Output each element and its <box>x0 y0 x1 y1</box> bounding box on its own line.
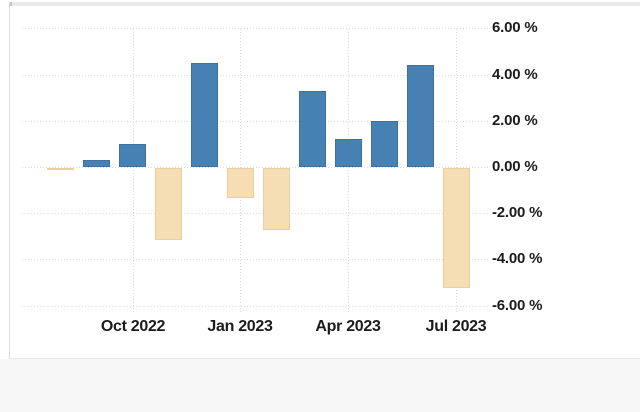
toolbar-remnant-strip <box>10 2 640 6</box>
x-axis-tick-label: Jul 2023 <box>425 318 487 335</box>
h-gridline <box>22 167 490 168</box>
bar-nov-2022[interactable] <box>155 168 182 240</box>
bar-may-2023[interactable] <box>371 121 398 167</box>
h-gridline <box>22 121 490 122</box>
h-gridline <box>22 28 490 29</box>
bar-jan-2023[interactable] <box>227 168 254 198</box>
v-gridline <box>348 29 349 313</box>
y-axis-tick-label: 0.00 % <box>492 158 538 175</box>
bar-apr-2023[interactable] <box>335 139 362 167</box>
y-axis-tick-label: 2.00 % <box>492 112 538 129</box>
x-axis-tick-label: Jan 2023 <box>207 318 273 335</box>
chart-panel <box>9 2 640 359</box>
y-axis-tick-label: 4.00 % <box>492 66 538 83</box>
v-gridline <box>133 29 134 313</box>
y-axis-tick-label: -2.00 % <box>492 204 543 221</box>
bar-oct-2022[interactable] <box>119 144 146 167</box>
x-axis-tick-label: Apr 2023 <box>315 318 381 335</box>
h-gridline <box>22 75 490 76</box>
bar-feb-2023[interactable] <box>263 168 290 230</box>
y-axis-tick-label: -4.00 % <box>492 250 543 267</box>
bar-aug-2022[interactable] <box>47 168 74 170</box>
bar-dec-2022[interactable] <box>191 63 218 167</box>
bar-sep-2022[interactable] <box>83 160 110 167</box>
h-gridline <box>22 259 490 260</box>
bar-mar-2023[interactable] <box>299 91 326 167</box>
x-axis-tick-label: Oct 2022 <box>100 318 166 335</box>
page-background-lower <box>0 359 640 412</box>
y-axis-tick-label: 6.00 % <box>492 19 538 36</box>
h-gridline <box>22 213 490 214</box>
h-gridline <box>22 306 490 307</box>
y-axis-tick-label: -6.00 % <box>492 297 543 314</box>
bar-jun-2023[interactable] <box>407 65 434 167</box>
bar-jul-2023[interactable] <box>443 168 470 288</box>
